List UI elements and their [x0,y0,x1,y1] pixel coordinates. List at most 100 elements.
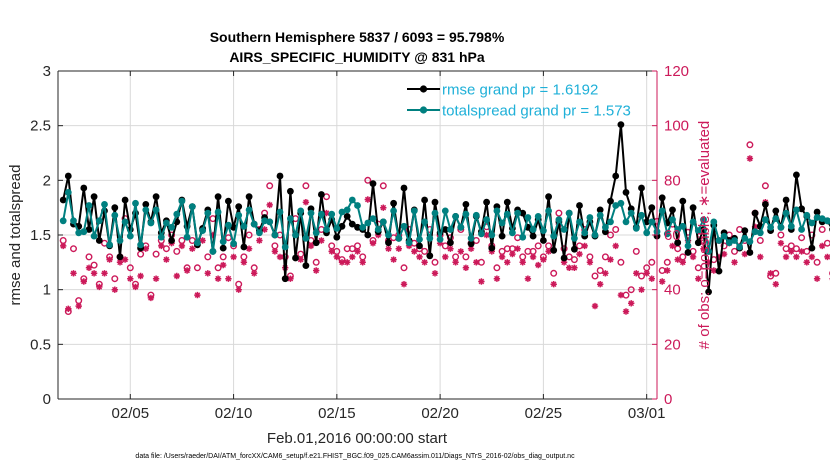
totalspread-point-74 [441,207,449,215]
obs-evaluated-point-50 [318,237,325,244]
totalspread-point-92 [534,213,542,220]
totalspread-point-21 [168,223,176,231]
x-axis-label: Feb.01,2016 00:00:00 start [267,430,448,447]
obs-evaluated-point-110 [628,300,635,307]
obs-possible-point-133 [746,141,754,149]
obs-evaluated-point-104 [597,281,604,288]
obs-evaluated-point-117 [664,267,671,274]
totalspread-point-114 [648,218,656,226]
totalspread-point-143 [798,226,805,233]
obs-evaluated-point-82 [483,231,490,239]
totalspread-point-46 [297,207,305,215]
obs-evaluated-point-100 [576,250,583,258]
obs-possible-point-139 [777,231,785,239]
rmse-point-11 [116,253,124,261]
obs-evaluated-point-95 [550,281,557,288]
obs-evaluated-point-122 [689,253,697,261]
totalspread-point-34 [235,211,243,219]
obs-evaluated-point-116 [659,278,666,285]
obs-possible-point-142 [792,245,800,253]
rmse-point-109 [622,189,630,196]
x-tick-label-3: 02/20 [421,405,459,422]
totalspread-point-126 [710,218,718,226]
obs-evaluated-point-59 [364,196,371,203]
rmse-point-45 [292,254,299,262]
obs-evaluated-point-64 [390,256,397,263]
totalspread-point-9 [106,241,113,249]
x-tick-label-2: 02/15 [318,405,356,422]
rmse-point-142 [793,171,800,179]
totalspread-point-123 [694,227,702,235]
obs-evaluated-point-33 [230,253,237,261]
rmse-point-31 [219,244,227,252]
obs-evaluated-point-11 [116,259,124,266]
totalspread-point-131 [736,243,743,251]
totalspread-point-121 [684,242,692,250]
totalspread-point-72 [431,209,439,217]
rmse-point-118 [669,206,676,214]
totalspread-point-116 [658,207,666,215]
obs-evaluated-point-130 [731,259,738,266]
obs-evaluated-point-102 [586,259,594,266]
obs-evaluated-point-101 [581,242,588,250]
obs-evaluated-point-32 [225,275,232,282]
y-axis-label: rmse and totalspread [7,165,24,306]
x-axis: 02/05 02/10 02/15 02/20 02/25 03/01 [112,71,665,422]
chart-title-line2: AIRS_SPECIFIC_HUMIDITY @ 831 hPa [229,49,485,65]
rmse-point-70 [421,196,428,204]
totalspread-point-57 [354,202,361,209]
totalspread-point-105 [602,223,609,231]
totalspread-point-58 [359,223,367,231]
totalspread-point-69 [416,236,423,243]
obs-evaluated-point-69 [416,253,423,261]
rmse-point-5 [85,226,93,233]
obs-evaluated-point-62 [380,204,387,211]
totalspread-point-59 [364,219,372,227]
rmse-point-89 [519,209,527,217]
totalspread-point-48 [307,209,315,217]
obs-possible-point-123 [694,264,702,272]
rmse-point-55 [343,213,351,220]
totalspread-point-27 [199,227,207,235]
totalspread-point-91 [529,226,537,233]
rmse-point-143 [798,205,805,213]
obs-evaluated-point-144 [803,259,810,266]
obs-evaluated-point-113 [643,270,650,277]
data-file-footnote: data file: /Users/raeder/DAI/ATM_forcXX/… [135,453,575,460]
totalspread-point-7 [95,217,103,225]
obs-evaluated-point-127 [715,253,723,261]
totalspread-point-22 [173,210,181,218]
rmse-point-53 [333,233,341,241]
rmse-point-133 [746,249,754,256]
obs-evaluated-point-133 [746,155,754,162]
rmse-point-66 [400,184,408,192]
obs-possible-point-128 [720,242,728,250]
totalspread-point-66 [400,222,408,230]
obs-evaluated-point-39 [261,226,268,233]
obs-possible-point-84 [493,264,501,272]
obs-evaluated-point-42 [276,253,284,261]
totalspread-point-137 [767,223,774,231]
totalspread-point-130 [731,237,738,244]
obs-evaluated-point-140 [782,253,790,261]
obs-evaluated-point-35 [240,259,248,266]
obs-evaluated-point-105 [602,270,609,277]
totalspread-point-36 [245,206,253,214]
totalspread-point-81 [478,230,485,238]
totalspread-point-122 [689,218,697,226]
rmse-point-93 [540,237,547,244]
obs-possible-point-95 [550,269,558,277]
obs-possible-point-47 [302,182,310,190]
totalspread-point-37 [250,220,258,228]
rmse-point-138 [772,207,780,215]
totalspread-point-62 [379,218,387,226]
totalspread-point-98 [565,209,573,217]
totalspread-point-125 [705,248,712,255]
y-right-tick-label-4: 80 [664,172,681,189]
totalspread-point-8 [101,201,108,208]
obs-evaluated-point-40 [266,201,273,209]
totalspread-point-132 [741,234,749,242]
rmse-point-49 [312,239,320,247]
totalspread-point-6 [90,232,98,240]
totalspread-point-47 [302,234,310,242]
